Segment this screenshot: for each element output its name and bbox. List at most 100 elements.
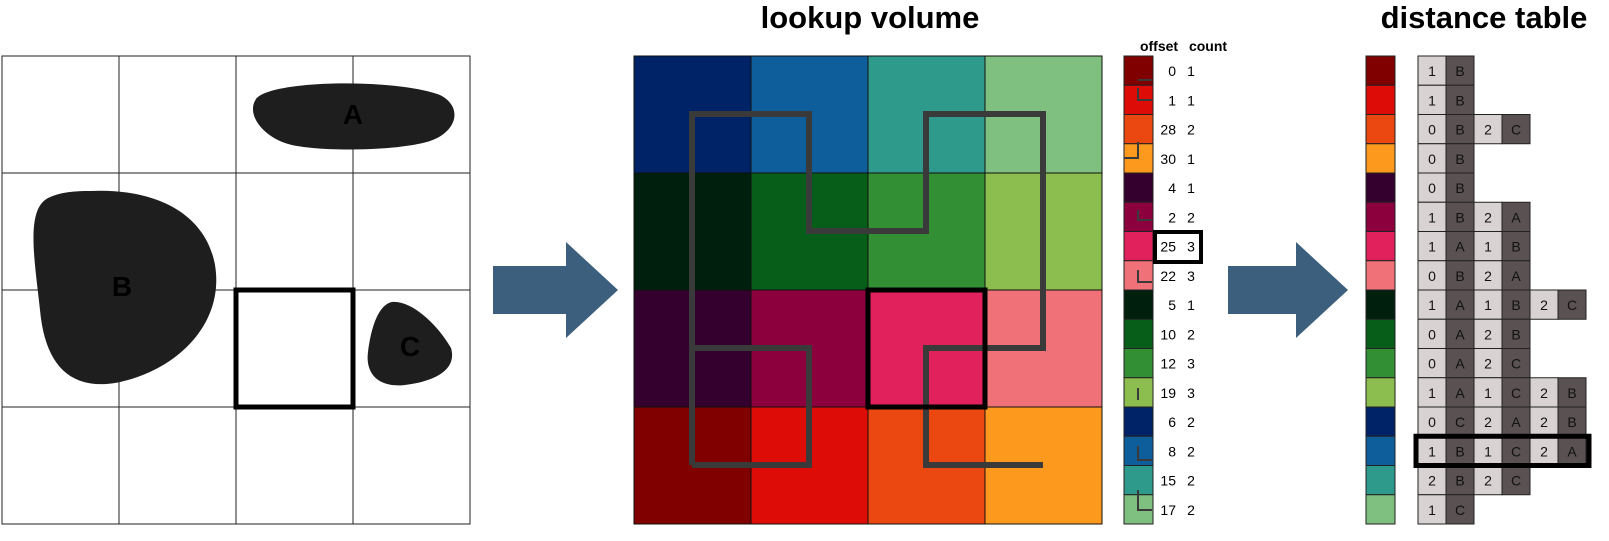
distance-swatch bbox=[1365, 114, 1396, 145]
distance-cell bbox=[1473, 465, 1503, 496]
query-cell-highlight bbox=[233, 287, 356, 410]
distance-cell-text: C bbox=[1511, 122, 1521, 138]
distance-cell-text: B bbox=[1455, 268, 1464, 284]
shape-b-label: B bbox=[112, 271, 132, 302]
volume-border bbox=[633, 55, 1103, 525]
offset-value: 1 bbox=[1168, 92, 1176, 108]
count-value: 2 bbox=[1187, 122, 1195, 138]
distance-cell-text: 1 bbox=[1428, 297, 1436, 313]
distance-cell-text: B bbox=[1567, 414, 1576, 430]
shape-b bbox=[33, 190, 217, 385]
distance-cell-text: A bbox=[1567, 443, 1577, 459]
distance-cell bbox=[1445, 494, 1475, 525]
distance-cell-text: 2 bbox=[1540, 443, 1548, 459]
offset-value: 6 bbox=[1168, 414, 1176, 430]
distance-cell-text: B bbox=[1455, 443, 1464, 459]
offset-swatch bbox=[1123, 231, 1154, 262]
distance-swatch bbox=[1365, 84, 1396, 115]
distance-cell-text: 1 bbox=[1428, 385, 1436, 401]
distance-cell-text: 2 bbox=[1484, 122, 1492, 138]
count-value: 2 bbox=[1187, 414, 1195, 430]
distance-swatch bbox=[1365, 494, 1396, 525]
offset-value: 28 bbox=[1160, 122, 1176, 138]
distance-cell-text: 2 bbox=[1484, 209, 1492, 225]
distance-cell-text: 1 bbox=[1428, 443, 1436, 459]
volume-query-highlight bbox=[865, 287, 988, 410]
distance-swatch bbox=[1365, 260, 1396, 291]
distance-cell bbox=[1501, 231, 1531, 262]
distance-cell-text: 2 bbox=[1484, 414, 1492, 430]
distance-cell-text: B bbox=[1567, 385, 1576, 401]
distance-swatch bbox=[1365, 348, 1396, 379]
distance-cell bbox=[1501, 435, 1531, 466]
distance-swatch bbox=[1365, 289, 1396, 320]
distance-cell bbox=[1557, 377, 1587, 408]
offset-value: 10 bbox=[1160, 326, 1176, 342]
distance-cell bbox=[1501, 114, 1531, 145]
distance-cell-text: A bbox=[1511, 268, 1521, 284]
shape-a bbox=[252, 83, 455, 150]
count-header: count bbox=[1189, 38, 1227, 54]
distance-cell-text: 2 bbox=[1484, 326, 1492, 342]
distance-cell-text: 1 bbox=[1428, 92, 1436, 108]
offset-value: 22 bbox=[1160, 268, 1176, 284]
count-value: 2 bbox=[1187, 209, 1195, 225]
distance-swatch bbox=[1365, 231, 1396, 262]
distance-cell-text: A bbox=[1455, 356, 1465, 372]
shape-a-label: A bbox=[343, 99, 363, 130]
count-value: 1 bbox=[1187, 92, 1195, 108]
distance-cell-text: B bbox=[1511, 239, 1520, 255]
distance-swatch bbox=[1365, 465, 1396, 496]
offset-value: 8 bbox=[1168, 443, 1176, 459]
swatch-curve-marks bbox=[1124, 79, 1152, 511]
distance-cell-text: B bbox=[1455, 180, 1464, 196]
distance-cell-text: B bbox=[1455, 63, 1464, 79]
distance-cell-text: 0 bbox=[1428, 180, 1436, 196]
shape-c-label: C bbox=[400, 331, 420, 362]
offset-swatch bbox=[1123, 172, 1154, 203]
distance-swatch bbox=[1365, 201, 1396, 232]
distance-cell bbox=[1417, 114, 1447, 145]
distance-cell-text: 0 bbox=[1428, 326, 1436, 342]
distance-swatch bbox=[1365, 143, 1396, 174]
offset-count-list: 0 11 128 230 14 12 225 322 35 110 212 319 36 28 215 217… bbox=[1123, 55, 1203, 525]
distance-cell bbox=[1445, 231, 1475, 262]
distance-cell bbox=[1501, 318, 1531, 349]
distance-cell bbox=[1445, 143, 1475, 174]
distance-cell-text: 1 bbox=[1428, 209, 1436, 225]
distance-cell bbox=[1501, 201, 1531, 232]
count-value: 2 bbox=[1187, 473, 1195, 489]
offset-swatch bbox=[1123, 318, 1154, 349]
distance-row-highlight bbox=[1413, 433, 1592, 468]
space-filling-curve-bottom bbox=[692, 345, 812, 468]
offset-value: 0 bbox=[1168, 63, 1176, 79]
distance-cell-text: C bbox=[1511, 385, 1521, 401]
distance-cell bbox=[1445, 289, 1475, 320]
distance-swatch bbox=[1365, 318, 1396, 349]
count-value: 3 bbox=[1187, 268, 1195, 284]
offset-value: 25 bbox=[1160, 239, 1176, 255]
distance-cell-text: 2 bbox=[1540, 297, 1548, 313]
offset-swatch bbox=[1123, 406, 1154, 437]
distance-cell bbox=[1501, 348, 1531, 379]
distance-cell-text: B bbox=[1455, 151, 1464, 167]
distance-swatch bbox=[1365, 377, 1396, 408]
distance-cell bbox=[1473, 406, 1503, 437]
distance-swatch bbox=[1365, 172, 1396, 203]
distance-cell-text: C bbox=[1455, 502, 1465, 518]
distance-cell-text: 2 bbox=[1540, 385, 1548, 401]
offset-value: 12 bbox=[1160, 356, 1176, 372]
distance-cell-text: 1 bbox=[1484, 297, 1492, 313]
distance-cell-text: A bbox=[1455, 385, 1465, 401]
offset-header: offset bbox=[1140, 38, 1178, 54]
offset-swatch bbox=[1123, 114, 1154, 145]
distance-cell-text: C bbox=[1511, 443, 1521, 459]
offset-value: 30 bbox=[1160, 151, 1176, 167]
count-value: 2 bbox=[1187, 443, 1195, 459]
distance-cell bbox=[1445, 172, 1475, 203]
lookup-volume bbox=[633, 55, 1103, 525]
distance-cell-text: A bbox=[1511, 209, 1521, 225]
distance-cell bbox=[1445, 406, 1475, 437]
distance-swatch bbox=[1365, 435, 1396, 466]
